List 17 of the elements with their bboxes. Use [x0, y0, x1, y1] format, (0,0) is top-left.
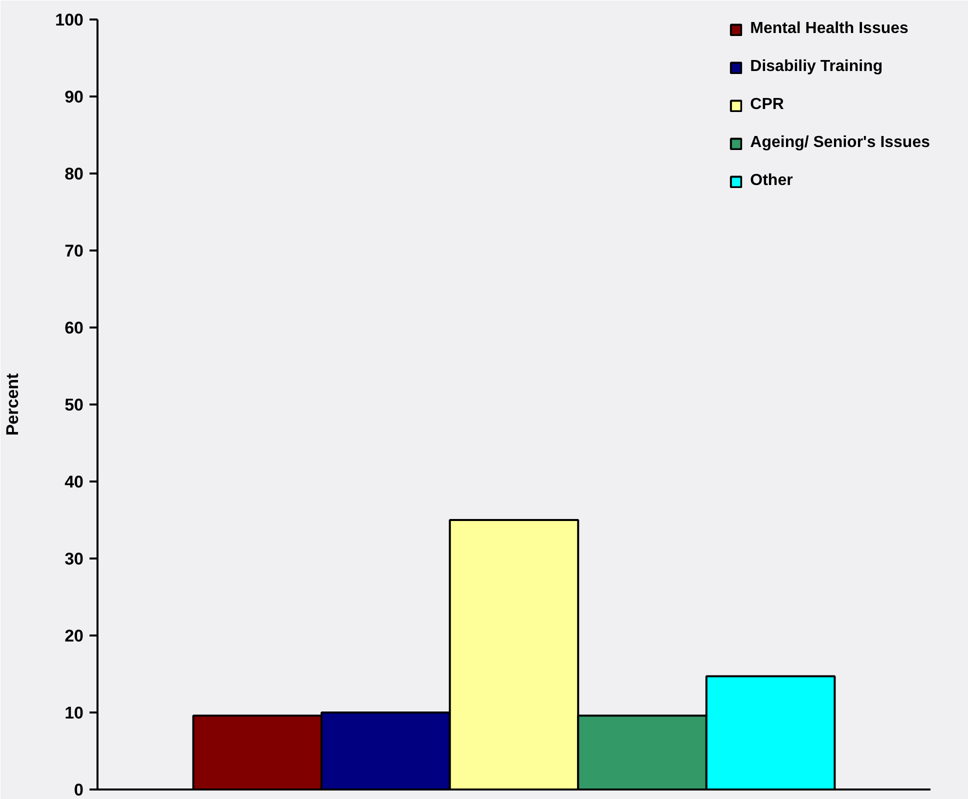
y-tick-label: 60: [64, 318, 84, 338]
y-tick-label: 0: [74, 780, 84, 799]
y-axis-title: Percent: [3, 372, 22, 436]
y-tick-label: 30: [64, 550, 84, 568]
legend-label: Other: [750, 171, 793, 191]
y-tick-label: 50: [64, 396, 84, 414]
y-tick-label: 20: [64, 626, 84, 646]
legend-label: Mental Health Issues: [750, 19, 908, 39]
y-tick-label: 80: [64, 164, 84, 184]
y-tick-label: 90: [64, 88, 84, 106]
y-tick-label: 100: [55, 10, 84, 30]
legend-label: CPR: [750, 95, 784, 115]
y-tick-label: 10: [64, 704, 84, 722]
y-tick-label: 70: [64, 242, 84, 260]
y-tick-label: 40: [64, 472, 84, 492]
legend-label: Disabiliy Training: [750, 57, 883, 77]
legend-label: Ageing/ Senior's Issues: [750, 133, 930, 153]
